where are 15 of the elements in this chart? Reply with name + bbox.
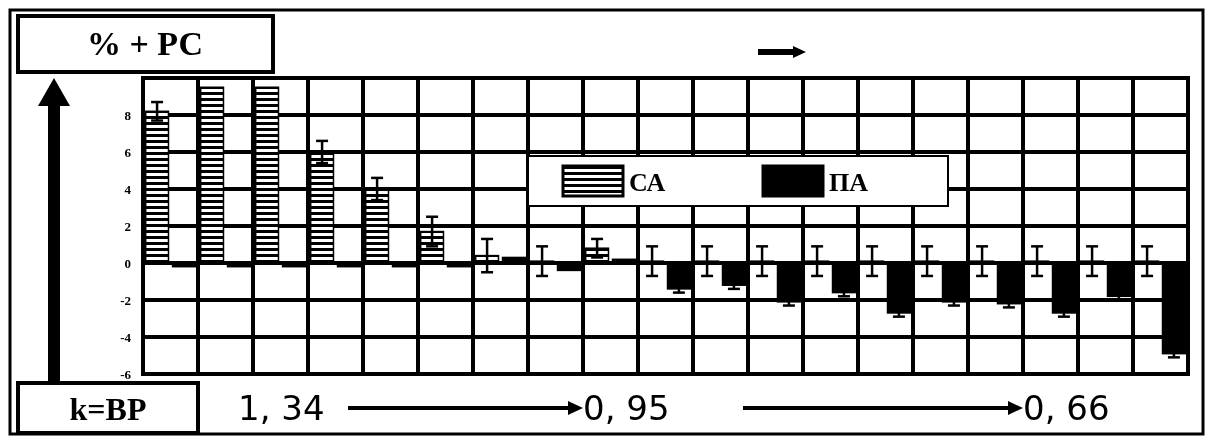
y-tick-label: -6: [120, 366, 132, 382]
y-tick-label: 0: [124, 255, 131, 271]
y-tick-label: 4: [124, 181, 132, 197]
y-axis-title: % + РС: [86, 25, 204, 62]
text: 1, 34: [238, 388, 325, 428]
y-tick-label: 8: [124, 107, 132, 123]
y-tick-label: 6: [124, 144, 132, 160]
y-tick-label: 2: [124, 218, 131, 234]
legend-label: ПА: [829, 168, 869, 197]
y-tick-label: -2: [120, 292, 131, 308]
text: 0, 66: [1023, 388, 1110, 428]
x-axis-title: k=ВР: [69, 391, 147, 427]
y-tick-label: -4: [120, 329, 132, 345]
text: 0, 95: [583, 388, 670, 428]
legend-label: СА: [629, 168, 666, 197]
